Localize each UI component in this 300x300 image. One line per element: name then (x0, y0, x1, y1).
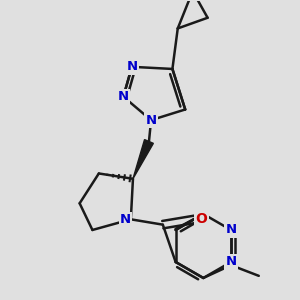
Text: N: N (120, 213, 131, 226)
Text: N: N (226, 256, 237, 268)
Text: N: N (226, 224, 237, 236)
Text: O: O (195, 212, 207, 226)
Polygon shape (133, 140, 153, 179)
Text: N: N (126, 60, 137, 73)
Text: N: N (118, 90, 129, 103)
Text: N: N (146, 114, 157, 127)
